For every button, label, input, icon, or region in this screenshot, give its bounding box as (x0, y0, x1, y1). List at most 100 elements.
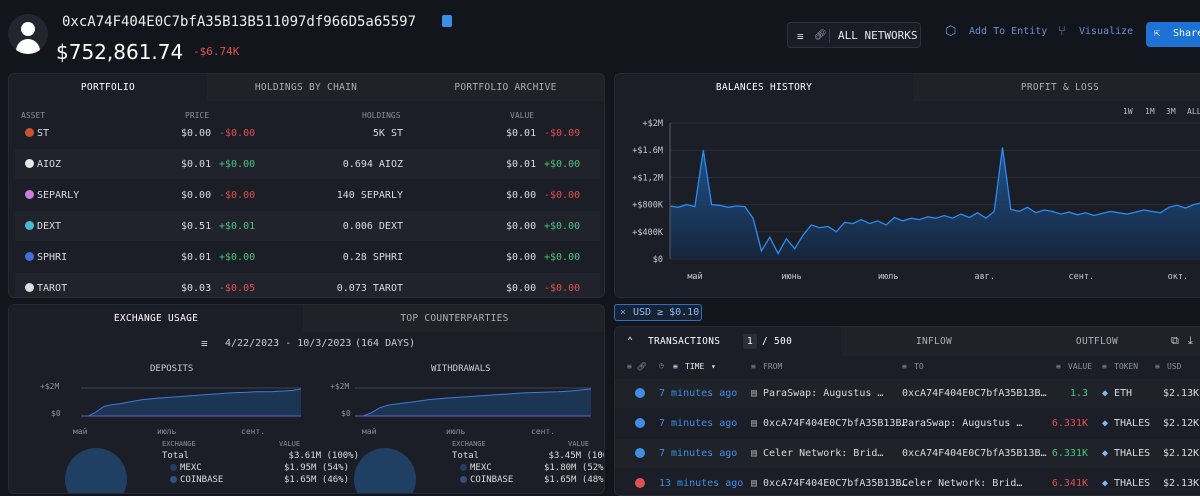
copy-icon[interactable]: ⧉ (1171, 334, 1179, 347)
transactions-panel: ⌃ TRANSACTIONS 1 / 500 INFLOW OUTFLOW ⧉ … (614, 326, 1200, 496)
value: $0.00 (506, 221, 537, 232)
tx-from[interactable]: 0xcA74F404E0C7bfA35B13B… (763, 418, 908, 429)
tx-to[interactable]: 0xcA74F404E0C7bfA35B13B… (902, 448, 1047, 459)
transaction-row[interactable]: 13 minutes ago ▤ 0xcA74F404E0C7bfA35B13B… C… (615, 469, 1200, 495)
col-value[interactable]: VALUE (1068, 362, 1093, 371)
range-1w[interactable]: 1W (1123, 107, 1133, 116)
doc-icon: ▤ (751, 478, 758, 489)
col-to-filter[interactable]: ≡ (902, 362, 907, 371)
holdings: 0.006 DEXT (342, 221, 403, 232)
copy-icon[interactable] (442, 15, 452, 27)
y-tick-label: +$1,2M (632, 173, 663, 183)
exchange-line (81, 388, 301, 417)
close-icon[interactable]: × (620, 307, 627, 318)
tx-usd: $2.12K (1163, 418, 1200, 429)
deposits-month-2: июль (157, 427, 177, 436)
tx-to[interactable]: ParaSwap: Augustus … (902, 418, 1023, 429)
filter-icon[interactable]: ≡ 🔗︎ (627, 362, 647, 371)
tx-from[interactable]: Celer Network: Brid… (763, 448, 884, 459)
tx-to[interactable]: Celer Network: Brid… (902, 478, 1023, 489)
price-change: -$0.00 (219, 190, 256, 201)
chevron-up-icon[interactable]: ⌃ (627, 336, 634, 347)
value: $0.00 (506, 252, 537, 263)
tx-from[interactable]: ParaSwap: Augustus … (763, 388, 884, 399)
tx-time[interactable]: 13 minutes ago (659, 478, 744, 489)
deposits-legend-name: MEXC (180, 463, 202, 473)
tx-token[interactable]: ETH (1114, 388, 1133, 399)
withdrawals-pie (354, 448, 416, 493)
network-filter-button[interactable]: ≡ 🔗︎ ALL NETWORKS (787, 22, 921, 48)
page-header: 0xcA74F404E0C7bfA35B13B511097df966D5a655… (0, 0, 1200, 70)
tx-time[interactable]: 7 minutes ago (659, 418, 738, 429)
tx-to[interactable]: 0xcA74F404E0C7bfA35B13B… (902, 388, 1047, 399)
deposits-month-3: сент. (241, 427, 266, 436)
tab-inflow[interactable]: INFLOW (915, 336, 953, 347)
tx-token[interactable]: THALES (1114, 448, 1151, 459)
range-3m[interactable]: 3M (1166, 107, 1176, 116)
col-usd[interactable]: USD (1167, 362, 1182, 371)
col-from[interactable]: FROM (763, 362, 783, 371)
portfolio-row[interactable]: DEXT $0.51 +$0.01 0.006 DEXT $0.00 +$0.00 (15, 211, 600, 241)
doc-icon: ▤ (751, 418, 758, 429)
page-input[interactable]: 1 (743, 334, 757, 349)
holdings: 5K ST (372, 128, 403, 139)
transaction-row[interactable]: 7 minutes ago ▤ 0xcA74F404E0C7bfA35B13B… Pa… (615, 409, 1200, 438)
value: $0.01 (506, 128, 537, 139)
token-icon (25, 221, 34, 230)
tx-token[interactable]: THALES (1114, 478, 1151, 489)
visualize-button[interactable]: Visualize (1079, 26, 1134, 37)
value-change: -$0.00 (544, 190, 581, 201)
y-tick-label: +$2M (643, 119, 663, 129)
col-value-filter[interactable]: ≡ (1056, 362, 1061, 371)
portfolio-row[interactable]: ST $0.00 -$0.00 5K ST $0.01 -$0.09 (15, 118, 600, 148)
tab-portfolio-archive[interactable]: PORTFOLIO ARCHIVE (454, 82, 557, 93)
portfolio-row[interactable]: SEPARLY $0.00 -$0.00 140 SEPARLY $0.00 -$0.00 (15, 180, 600, 210)
tab-transactions[interactable]: ⌃ TRANSACTIONS 1 / 500 (615, 327, 841, 356)
exchange-area (355, 389, 591, 416)
col-from-filter[interactable]: ≡ (751, 362, 756, 371)
tab-top-counterparties[interactable]: TOP COUNTERPARTIES (400, 313, 509, 324)
tab-holdings-by-chain[interactable]: HOLDINGS BY CHAIN (254, 82, 358, 93)
balances-panel: BALANCES HISTORY PROFIT & LOSS 1W 1M 3M … (614, 73, 1200, 298)
portfolio-row[interactable]: TAROT $0.03 -$0.05 0.073 TAROT $0.00 -$0.00 (15, 273, 600, 297)
range-1m[interactable]: 1M (1145, 107, 1155, 116)
col-token-filter[interactable]: ≡ (1102, 362, 1107, 371)
col-time[interactable]: TIME (685, 362, 705, 371)
tx-from[interactable]: 0xcA74F404E0C7bfA35B13B… (763, 478, 908, 489)
usd-filter-chip[interactable]: × USD ≥ $0.10 (614, 304, 702, 321)
portfolio-row[interactable]: SPHRI $0.01 +$0.00 0.28 SPHRI $0.00 +$0.00 (15, 242, 600, 272)
col-time-filter[interactable]: ≡ (673, 362, 678, 371)
portfolio-row[interactable]: AIOZ $0.01 +$0.00 0.694 AIOZ $0.01 +$0.00 (15, 149, 600, 179)
col-token[interactable]: TOKEN (1114, 362, 1139, 371)
transaction-row[interactable]: 7 minutes ago ▤ Celer Network: Brid… 0xcA74… (615, 439, 1200, 468)
holdings: 0.694 AIOZ (342, 159, 403, 170)
add-to-entity-button[interactable]: Add To Entity (969, 26, 1048, 37)
tab-profit-loss[interactable]: PROFIT & LOSS (1020, 82, 1100, 93)
holdings: 0.28 SPHRI (342, 252, 403, 263)
tx-token[interactable]: THALES (1114, 418, 1151, 429)
tab-exchange-usage[interactable]: EXCHANGE USAGE (9, 305, 303, 332)
tab-portfolio[interactable]: PORTFOLIO (9, 74, 207, 101)
sort-desc-icon: ▾ (711, 362, 716, 371)
col-usd-filter[interactable]: ≡ (1155, 362, 1160, 371)
tab-balances-history[interactable]: BALANCES HISTORY (615, 74, 913, 101)
chain-icon (635, 478, 645, 488)
col-to[interactable]: TO (914, 362, 924, 371)
download-icon[interactable]: ⤓ (1188, 334, 1193, 347)
transaction-row[interactable]: 7 minutes ago ▤ ParaSwap: Augustus … 0xcA74… (615, 379, 1200, 408)
price-change: +$0.00 (219, 252, 256, 263)
date-filter-icon[interactable]: ≡ (201, 337, 208, 350)
price-change: +$0.00 (219, 159, 256, 170)
tab-outflow[interactable]: OUTFLOW (1075, 336, 1119, 347)
date-range: 4/22/2023 - 10/3/2023 (225, 338, 352, 349)
tx-time[interactable]: 7 minutes ago (659, 388, 738, 399)
withdrawals-ymax: +$2M (330, 382, 350, 391)
x-tick-label: май (687, 272, 702, 282)
token-icon: ◆ (1102, 388, 1109, 399)
range-all[interactable]: ALL (1187, 107, 1200, 116)
share-button[interactable]: ⇱ Share (1146, 22, 1200, 47)
legend-swatch (170, 464, 177, 471)
tx-time[interactable]: 7 minutes ago (659, 448, 738, 459)
price: $0.03 (181, 283, 212, 294)
usd-filter-label: USD ≥ $0.10 (633, 307, 700, 318)
